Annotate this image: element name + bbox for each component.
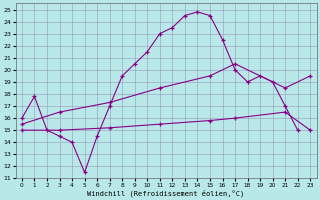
X-axis label: Windchill (Refroidissement éolien,°C): Windchill (Refroidissement éolien,°C) [87,189,245,197]
